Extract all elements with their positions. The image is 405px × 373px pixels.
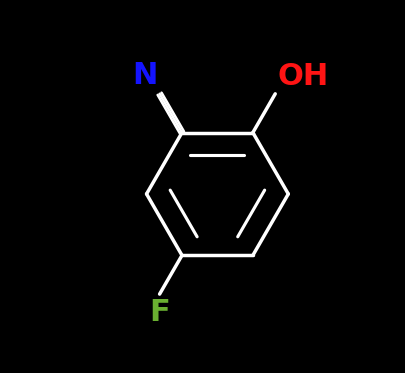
Text: OH: OH: [277, 62, 328, 91]
Text: F: F: [149, 298, 170, 327]
Text: N: N: [132, 61, 158, 90]
